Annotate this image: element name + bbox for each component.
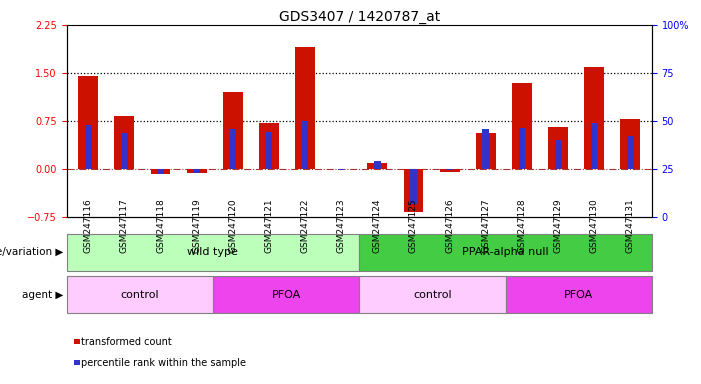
- Bar: [359, 276, 505, 313]
- Text: percentile rank within the sample: percentile rank within the sample: [81, 358, 246, 368]
- Bar: [213, 276, 359, 313]
- Text: agent ▶: agent ▶: [22, 290, 63, 300]
- Bar: [447, 169, 453, 170]
- Bar: [338, 169, 344, 170]
- Bar: [359, 234, 652, 271]
- Text: GSM247118: GSM247118: [156, 198, 165, 253]
- Text: GSM247126: GSM247126: [445, 198, 454, 253]
- Text: wild type: wild type: [187, 247, 238, 258]
- Text: GSM247125: GSM247125: [409, 198, 418, 253]
- Bar: [591, 123, 597, 169]
- Bar: [410, 169, 416, 204]
- Text: control: control: [121, 290, 159, 300]
- Bar: [67, 276, 213, 313]
- Bar: [512, 83, 532, 169]
- Bar: [505, 276, 652, 313]
- Bar: [476, 133, 496, 169]
- Bar: [554, 140, 562, 169]
- Bar: [440, 169, 460, 172]
- Text: GSM247130: GSM247130: [590, 198, 599, 253]
- Text: GSM247131: GSM247131: [626, 198, 634, 253]
- Text: GSM247124: GSM247124: [373, 199, 382, 253]
- Text: control: control: [413, 290, 451, 300]
- Text: GSM247127: GSM247127: [481, 198, 490, 253]
- Bar: [229, 129, 236, 169]
- Bar: [266, 132, 272, 169]
- Bar: [121, 133, 128, 169]
- Text: genotype/variation ▶: genotype/variation ▶: [0, 247, 63, 258]
- Bar: [114, 116, 135, 169]
- Bar: [186, 169, 207, 174]
- Text: GSM247119: GSM247119: [192, 198, 201, 253]
- Bar: [67, 234, 359, 271]
- Text: PFOA: PFOA: [564, 290, 593, 300]
- Bar: [259, 123, 279, 169]
- Bar: [193, 169, 200, 174]
- Bar: [519, 128, 525, 169]
- Bar: [374, 161, 381, 169]
- Text: GSM247116: GSM247116: [84, 198, 93, 253]
- Bar: [584, 66, 604, 169]
- Bar: [85, 126, 92, 169]
- Text: PFOA: PFOA: [271, 290, 301, 300]
- Text: GSM247117: GSM247117: [120, 198, 129, 253]
- Text: GSM247120: GSM247120: [229, 198, 238, 253]
- Bar: [482, 129, 489, 169]
- Bar: [302, 121, 308, 169]
- Bar: [79, 76, 98, 169]
- Bar: [404, 169, 423, 212]
- Text: transformed count: transformed count: [81, 337, 172, 347]
- Bar: [620, 119, 640, 169]
- Text: GSM247123: GSM247123: [336, 198, 346, 253]
- Bar: [367, 162, 387, 169]
- Text: PPAR-alpha null: PPAR-alpha null: [462, 247, 549, 258]
- Bar: [157, 169, 164, 174]
- Text: GSM247129: GSM247129: [554, 198, 562, 253]
- Bar: [151, 169, 170, 174]
- Bar: [627, 136, 634, 169]
- Text: GSM247121: GSM247121: [264, 198, 273, 253]
- Text: GSM247128: GSM247128: [517, 198, 526, 253]
- Bar: [548, 127, 568, 169]
- Title: GDS3407 / 1420787_at: GDS3407 / 1420787_at: [278, 10, 440, 24]
- Bar: [223, 92, 243, 169]
- Text: GSM247122: GSM247122: [301, 199, 310, 253]
- Bar: [295, 47, 315, 169]
